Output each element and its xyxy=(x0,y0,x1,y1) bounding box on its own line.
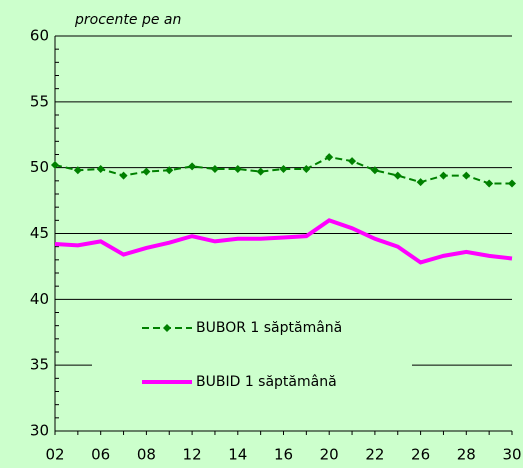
x-tick-label: 16 xyxy=(274,446,293,464)
marker xyxy=(233,164,242,173)
legend-box xyxy=(92,305,412,400)
y-tick-label: 45 xyxy=(30,224,49,242)
marker xyxy=(370,166,379,175)
marker xyxy=(256,167,265,176)
marker xyxy=(51,161,59,170)
x-tick-label: 08 xyxy=(137,446,156,464)
marker xyxy=(485,179,494,188)
legend-marker xyxy=(163,324,171,332)
marker xyxy=(188,162,197,171)
legend-label: BUBOR 1 săptămână xyxy=(196,320,342,336)
y-axis-label: procente pe an xyxy=(74,12,181,28)
x-tick-label: 30 xyxy=(502,446,521,464)
marker xyxy=(416,178,425,187)
y-tick-label: 40 xyxy=(30,290,49,308)
y-tick-label: 50 xyxy=(30,158,49,176)
y-tick-label: 35 xyxy=(30,356,49,374)
x-tick-label: 06 xyxy=(91,446,110,464)
marker xyxy=(165,166,174,175)
x-tick-label: 14 xyxy=(228,446,247,464)
marker xyxy=(462,171,471,180)
marker xyxy=(302,164,311,173)
x-tick-label: 22 xyxy=(365,446,384,464)
x-tick-label: 26 xyxy=(411,446,430,464)
marker xyxy=(73,166,82,175)
marker xyxy=(325,153,334,162)
series-line xyxy=(54,218,513,265)
marker xyxy=(210,164,219,173)
marker xyxy=(393,171,402,180)
x-tick-label: 20 xyxy=(320,446,339,464)
marker xyxy=(508,179,516,188)
marker xyxy=(119,171,128,180)
x-tick-label: 28 xyxy=(457,446,476,464)
legend-label: BUBID 1 săptămână xyxy=(196,374,337,390)
y-tick-label: 30 xyxy=(30,422,49,440)
marker xyxy=(96,164,105,173)
x-tick-label: 02 xyxy=(45,446,64,464)
marker xyxy=(279,164,288,173)
marker xyxy=(142,167,151,176)
x-tick-label: 12 xyxy=(183,446,202,464)
marker xyxy=(439,171,448,180)
y-tick-label: 60 xyxy=(30,27,49,45)
marker xyxy=(348,157,357,166)
y-tick-label: 55 xyxy=(30,92,49,110)
